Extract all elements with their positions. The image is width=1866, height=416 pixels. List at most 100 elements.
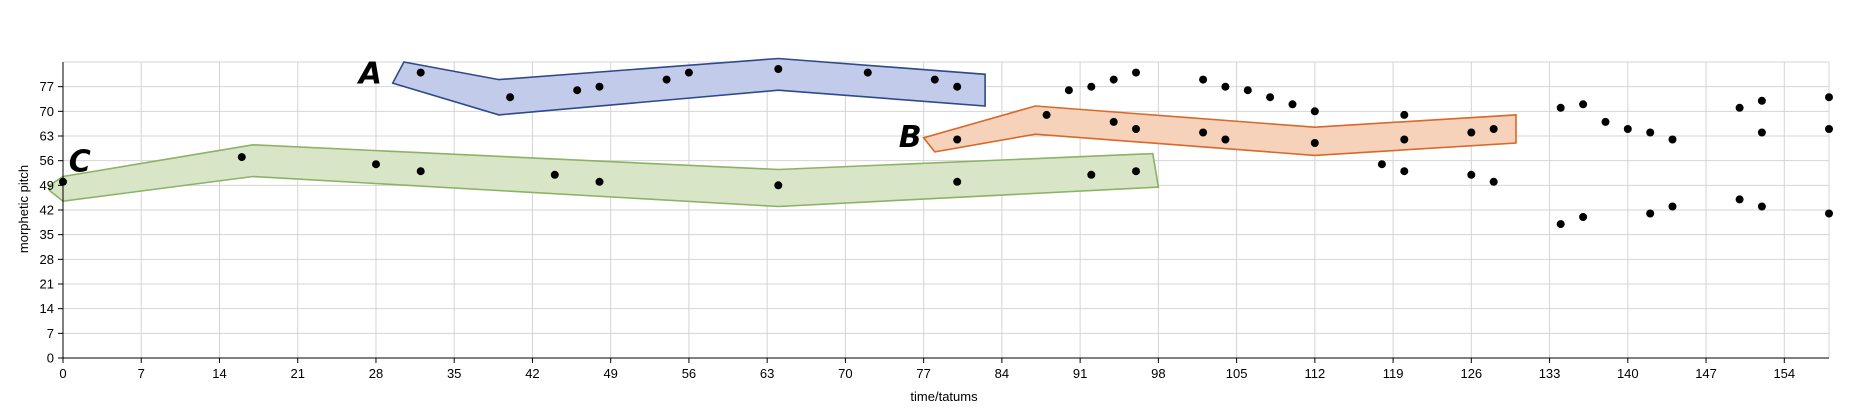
data-point [1199, 128, 1208, 137]
data-point [1087, 170, 1096, 179]
x-tick-label: 91 [1073, 366, 1087, 381]
x-tick-label: 133 [1539, 366, 1561, 381]
data-point [237, 153, 246, 162]
region-a [391, 57, 986, 116]
data-point [953, 177, 962, 186]
data-point [684, 68, 693, 77]
data-point [1668, 135, 1677, 144]
x-tick-label: 77 [916, 366, 930, 381]
region-label-b: B [899, 120, 922, 155]
y-tick-label: 70 [40, 104, 54, 119]
data-point [59, 177, 67, 186]
data-point [506, 93, 515, 102]
data-point [1489, 177, 1498, 186]
data-point [1623, 125, 1632, 133]
region-label-c: C [69, 145, 91, 180]
data-point [1825, 209, 1833, 218]
x-tick-label: 98 [1151, 366, 1165, 381]
x-axis-title: time/tatums [910, 389, 978, 404]
x-tick-label: 56 [682, 366, 696, 381]
y-tick-label: 77 [40, 79, 54, 94]
data-point [416, 68, 425, 77]
data-point [1266, 93, 1275, 102]
x-tick-label: 112 [1304, 366, 1325, 381]
data-point [1646, 128, 1655, 137]
data-point [595, 177, 604, 186]
x-tick-label: 49 [603, 366, 617, 381]
data-point [774, 65, 783, 73]
data-point [595, 82, 604, 91]
data-point [1601, 117, 1610, 126]
x-tick-label: 28 [369, 366, 383, 381]
x-tick-label: 84 [995, 366, 1009, 381]
data-point [1556, 103, 1565, 112]
region-labels: A B C [69, 57, 922, 180]
y-tick-label: 35 [40, 227, 54, 242]
y-tick-label: 0 [47, 351, 54, 366]
y-tick-label: 7 [47, 326, 54, 341]
data-point [1757, 202, 1766, 211]
data-point [1132, 68, 1140, 77]
data-point [1064, 86, 1073, 95]
x-tick-label: 105 [1226, 366, 1248, 381]
x-tick-label: 14 [212, 366, 226, 381]
data-point [1825, 93, 1833, 102]
data-points [59, 65, 1833, 229]
x-tick-label: 154 [1773, 366, 1795, 381]
y-tick-label: 42 [40, 203, 54, 218]
data-point [1109, 117, 1118, 126]
y-tick-label: 56 [40, 153, 54, 168]
region-c [48, 143, 1160, 208]
data-point [1310, 139, 1319, 147]
x-tick-label: 119 [1383, 366, 1404, 381]
x-tick-label: 7 [138, 366, 145, 381]
axes: 0 7 14 21 28 35 42 49 56 63 70 77 84 91 98 105 112 119 126… [40, 62, 1829, 381]
region-shapes [48, 57, 1517, 208]
data-point [1579, 100, 1588, 109]
data-point [1400, 110, 1409, 119]
y-tick-label: 63 [40, 129, 54, 144]
x-tick-label: 70 [838, 366, 852, 381]
x-tick-label: 35 [447, 366, 461, 381]
data-point [1377, 160, 1386, 169]
data-point [1221, 82, 1230, 91]
data-point [1735, 103, 1744, 112]
data-point [1310, 107, 1319, 116]
y-tick-label: 14 [40, 301, 54, 316]
data-point [1221, 135, 1230, 144]
data-point [863, 68, 872, 77]
data-point [662, 75, 671, 84]
data-point [1735, 195, 1744, 204]
data-point [1243, 86, 1252, 95]
data-point [1288, 100, 1297, 109]
y-tick-label: 21 [40, 277, 54, 292]
data-point [1556, 220, 1565, 229]
data-point [953, 135, 962, 144]
data-point [1042, 110, 1051, 119]
data-point [1400, 167, 1409, 176]
data-point [1467, 128, 1476, 137]
data-point [1467, 170, 1476, 179]
data-point [1132, 125, 1140, 133]
y-tick-label: 28 [40, 252, 54, 267]
data-point [1757, 96, 1766, 105]
data-point [573, 86, 582, 95]
x-tick-label: 147 [1695, 366, 1717, 381]
data-point [1109, 75, 1118, 84]
x-tick-label: 0 [59, 366, 66, 381]
x-tick-label: 140 [1617, 366, 1639, 381]
data-point [1668, 202, 1677, 211]
x-tick-label: 63 [760, 366, 774, 381]
data-point [1757, 128, 1766, 137]
data-point [1646, 209, 1655, 218]
region-label-a: A [357, 57, 382, 92]
data-point [550, 170, 559, 179]
data-point [416, 167, 425, 176]
data-point [930, 75, 939, 84]
data-point [372, 160, 380, 169]
y-tick-label: 49 [40, 178, 54, 193]
data-point [1489, 125, 1498, 133]
x-tick-label: 126 [1460, 366, 1482, 381]
data-point [953, 82, 962, 91]
